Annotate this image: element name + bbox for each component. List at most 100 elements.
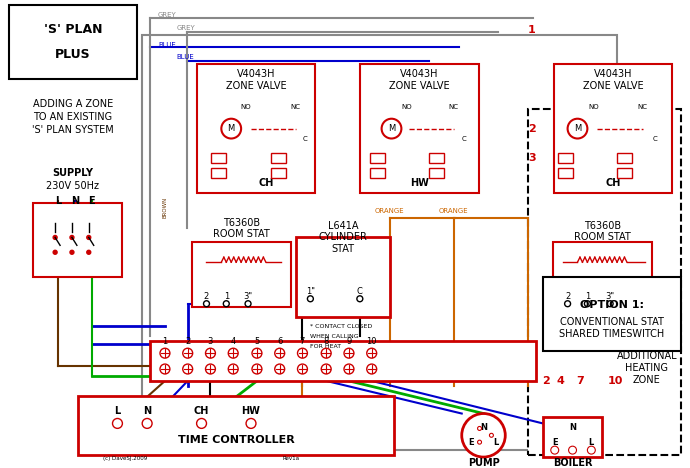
Circle shape [160,348,170,358]
Circle shape [87,250,91,254]
Circle shape [344,364,354,374]
Circle shape [87,235,91,240]
Bar [543,277,681,351]
Text: N: N [480,423,487,432]
Bar [197,64,315,193]
Text: E: E [88,196,95,206]
Text: ORANGE: ORANGE [439,208,469,214]
Circle shape [344,348,354,358]
Circle shape [224,301,229,307]
Text: SHARED TIMESWITCH: SHARED TIMESWITCH [560,329,664,339]
Circle shape [367,348,377,358]
Text: E: E [552,438,558,447]
Text: C: C [303,136,308,141]
Circle shape [183,348,193,358]
Circle shape [245,301,251,307]
Circle shape [584,301,591,307]
Circle shape [70,235,74,240]
Circle shape [308,296,313,302]
Text: M: M [388,124,395,133]
Circle shape [568,119,587,139]
Circle shape [53,235,57,240]
Bar [617,168,632,178]
Text: 1: 1 [584,292,590,301]
Circle shape [607,301,613,307]
Text: NO: NO [241,104,251,110]
Text: 2: 2 [204,292,209,301]
Text: (c) DaveSJ.2009: (c) DaveSJ.2009 [103,455,147,461]
Text: ZONE VALVE: ZONE VALVE [583,81,643,91]
Text: FOR HEAT: FOR HEAT [310,344,342,349]
Text: HEATING: HEATING [625,363,668,373]
Text: 7: 7 [577,376,584,386]
Text: 2: 2 [528,124,536,133]
Circle shape [357,296,363,302]
Bar [33,203,122,277]
Text: L: L [589,438,594,447]
Text: N: N [71,196,79,206]
Text: 3: 3 [208,337,213,346]
Text: E: E [468,438,473,447]
Text: ADDING A ZONE: ADDING A ZONE [33,99,113,109]
Text: TIME CONTROLLER: TIME CONTROLLER [178,435,295,445]
Text: ZONE VALVE: ZONE VALVE [226,81,286,91]
Text: N: N [569,423,576,432]
Circle shape [587,446,595,454]
Circle shape [275,348,285,358]
Text: 1": 1" [306,287,315,296]
Text: 8: 8 [324,337,329,346]
Text: L: L [494,438,499,447]
Text: 3": 3" [244,292,253,301]
Bar [553,242,651,307]
Text: NC: NC [448,104,459,110]
Circle shape [569,446,577,454]
Text: V4043H: V4043H [594,69,632,79]
Text: N: N [143,406,151,416]
Text: BLUE: BLUE [158,42,176,48]
Text: SUPPLY: SUPPLY [52,168,93,178]
Bar [211,168,226,178]
Text: 4: 4 [557,376,564,386]
Text: 1: 1 [224,292,229,301]
Text: C: C [357,287,363,296]
Text: 2: 2 [185,337,190,346]
Bar [360,64,479,193]
Text: M: M [574,124,581,133]
Text: CH: CH [605,178,621,188]
Circle shape [551,446,559,454]
Circle shape [228,364,238,374]
Text: HW: HW [241,406,260,416]
Text: GREY: GREY [177,25,195,31]
Text: 3": 3" [606,292,615,301]
Bar [617,154,632,163]
Text: ZONE VALVE: ZONE VALVE [389,81,449,91]
Text: C: C [462,136,466,141]
Text: 'S' PLAN: 'S' PLAN [43,23,102,36]
Bar [270,168,286,178]
Text: 230V 50Hz: 230V 50Hz [46,181,99,191]
Text: ADDITIONAL: ADDITIONAL [616,351,677,361]
Circle shape [477,426,482,431]
Bar [370,168,384,178]
Bar [429,168,444,178]
Bar [78,396,395,455]
Text: 6: 6 [277,337,282,346]
Text: T6360B: T6360B [223,218,259,227]
Circle shape [53,250,57,254]
Text: BOILER: BOILER [553,458,592,468]
Bar [429,154,444,163]
Bar [192,242,290,307]
Circle shape [275,364,285,374]
Circle shape [564,301,571,307]
Circle shape [206,348,215,358]
Text: STAT: STAT [331,244,355,254]
Bar [543,417,602,457]
Text: 4: 4 [230,337,236,346]
Bar [528,109,681,455]
Text: CYLINDER: CYLINDER [319,233,368,242]
Bar [270,154,286,163]
Bar [295,237,390,316]
Text: 7: 7 [299,337,305,346]
Text: 10: 10 [607,376,623,386]
Text: HW: HW [410,178,428,188]
